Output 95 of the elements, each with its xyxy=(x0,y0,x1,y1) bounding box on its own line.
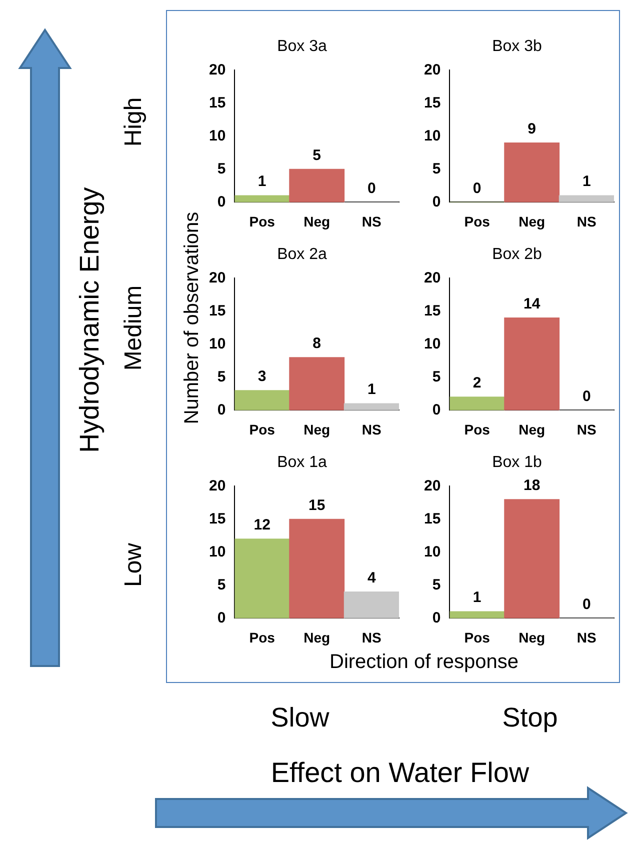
chart-title: Box 1a xyxy=(277,454,328,472)
chart-title: Box 2a xyxy=(277,246,328,264)
bar xyxy=(234,538,290,618)
data-label: 3 xyxy=(258,368,266,386)
x-tick-label: Pos xyxy=(464,629,490,646)
y-tick-label: 15 xyxy=(424,302,441,320)
text: Hydrodynamic Energy xyxy=(74,187,104,453)
y-tick-label: 5 xyxy=(432,160,441,178)
chart-title: Box 3b xyxy=(492,38,542,56)
data-label: 1 xyxy=(367,381,376,398)
text: Effect on Water Flow xyxy=(270,757,530,788)
chart-title: Box 1b xyxy=(492,454,542,472)
y-tick-label: 5 xyxy=(432,576,441,594)
data-label: 14 xyxy=(524,295,541,312)
bar xyxy=(504,317,560,410)
x-tick-label: Neg xyxy=(518,629,546,646)
bar xyxy=(558,195,614,202)
data-label: 1 xyxy=(582,173,591,190)
data-label: 0 xyxy=(582,596,591,613)
x-tick-label: NS xyxy=(576,629,596,646)
x-tick-label: NS xyxy=(576,213,596,230)
bar xyxy=(344,591,399,618)
bar xyxy=(450,396,505,410)
y-tick-label: 15 xyxy=(424,510,441,528)
data-label: 0 xyxy=(582,388,591,405)
text: Low xyxy=(120,542,147,588)
y-tick-label: 10 xyxy=(424,335,441,352)
data-label: 12 xyxy=(254,516,270,534)
text: Direction of response xyxy=(330,651,518,673)
y-tick-label: 15 xyxy=(208,510,226,528)
data-label: 8 xyxy=(312,335,322,352)
data-label: 15 xyxy=(308,496,326,514)
bar xyxy=(344,403,399,410)
x-tick-label: Pos xyxy=(249,213,276,230)
bar xyxy=(289,518,345,618)
chart-title: Box 2b xyxy=(492,246,542,264)
y-tick-label: 0 xyxy=(217,401,226,418)
y-tick-label: 0 xyxy=(217,193,226,210)
y-tick-label: 10 xyxy=(424,127,441,144)
x-tick-label: Neg xyxy=(304,213,330,230)
y-tick-label: 5 xyxy=(217,160,226,178)
data-label: 0 xyxy=(367,180,376,197)
y-tick-label: 20 xyxy=(208,477,226,494)
y-tick-label: 15 xyxy=(208,302,226,320)
x-tick-label: Neg xyxy=(518,421,546,438)
bar xyxy=(289,168,345,202)
y-tick-label: 20 xyxy=(424,269,441,286)
x-tick-label: NS xyxy=(362,421,382,438)
x-tick-label: Neg xyxy=(304,629,330,646)
y-tick-label: 0 xyxy=(432,193,441,210)
bar xyxy=(234,195,290,202)
x-tick-label: NS xyxy=(362,629,382,646)
y-tick-label: 15 xyxy=(208,94,226,112)
y-tick-label: 10 xyxy=(208,335,226,352)
y-tick-label: 10 xyxy=(424,543,441,560)
data-label: 18 xyxy=(524,477,540,494)
chart-title: Box 3a xyxy=(277,38,328,56)
text: High xyxy=(120,97,147,147)
bar xyxy=(504,499,560,618)
y-tick-label: 20 xyxy=(424,477,441,494)
text: Stop xyxy=(502,702,558,732)
data-label: 1 xyxy=(258,173,266,190)
y-tick-label: 0 xyxy=(217,609,226,626)
x-tick-label: Neg xyxy=(304,421,330,438)
x-tick-label: Pos xyxy=(249,629,276,646)
bar xyxy=(234,390,290,410)
y-tick-label: 20 xyxy=(208,61,226,78)
data-label: 0 xyxy=(472,180,482,197)
text: Medium xyxy=(120,285,147,371)
data-label: 9 xyxy=(528,120,536,138)
x-tick-label: Pos xyxy=(249,421,276,438)
y-tick-label: 5 xyxy=(432,368,441,386)
y-tick-label: 0 xyxy=(432,609,441,626)
bar xyxy=(450,611,505,618)
x-tick-label: Pos xyxy=(464,213,490,230)
x-tick-label: Neg xyxy=(518,213,546,230)
text: Number of observations xyxy=(181,212,203,424)
data-label: 5 xyxy=(312,146,322,164)
data-label: 2 xyxy=(472,374,482,392)
x-tick-label: NS xyxy=(576,421,596,438)
text: Slow xyxy=(270,702,330,732)
bar xyxy=(504,142,560,202)
y-tick-label: 0 xyxy=(432,401,441,418)
y-tick-label: 20 xyxy=(208,269,226,286)
x-tick-label: NS xyxy=(362,213,382,230)
y-tick-label: 5 xyxy=(217,368,226,386)
bar xyxy=(289,357,345,410)
data-label: 4 xyxy=(367,569,376,586)
data-label: 1 xyxy=(472,589,482,606)
y-tick-label: 20 xyxy=(424,61,441,78)
y-tick-label: 5 xyxy=(217,576,226,594)
y-tick-label: 10 xyxy=(208,543,226,560)
y-tick-label: 15 xyxy=(424,94,441,112)
y-tick-label: 10 xyxy=(208,127,226,144)
x-tick-label: Pos xyxy=(464,421,490,438)
